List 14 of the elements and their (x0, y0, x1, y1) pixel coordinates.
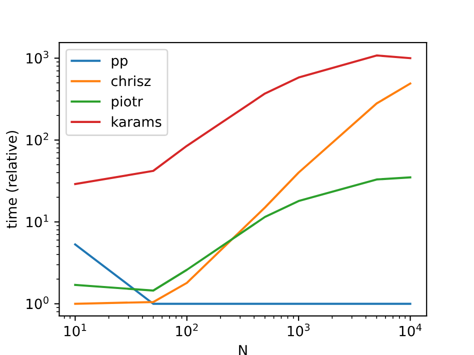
legend-label: pp (112, 58, 128, 69)
x-tick-label: 10$^{1}$ (64, 324, 86, 336)
y-tick-label: 10$^{1}$ (26, 214, 48, 228)
legend-label: chrisz (111, 75, 151, 86)
y-tick-label: 10$^{3}$ (26, 50, 48, 64)
legend-label: karams (112, 116, 162, 128)
x-tick-label: 10$^{3}$ (288, 324, 310, 336)
y-tick-label: 10$^{0}$ (26, 296, 48, 310)
y-axis-title: time (relative) (6, 130, 18, 228)
x-tick-label: 10$^{4}$ (400, 324, 422, 336)
legend-label: piotr (112, 96, 143, 110)
x-tick-label: 10$^{2}$ (176, 324, 198, 336)
y-tick-label: 10$^{2}$ (26, 132, 48, 146)
x-axis-title: N (239, 345, 247, 355)
